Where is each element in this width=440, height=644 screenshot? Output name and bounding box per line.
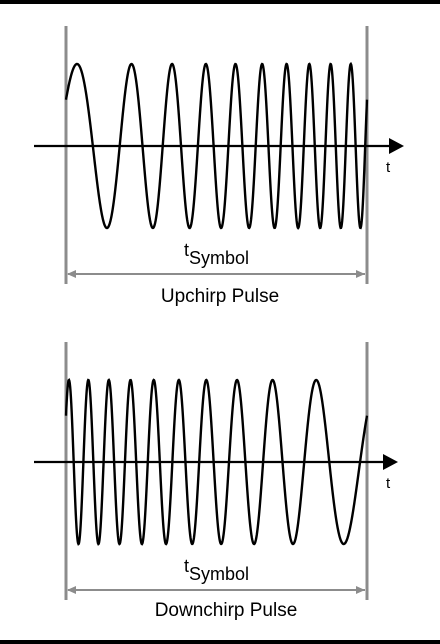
upchirp-duration-sub: Symbol <box>189 248 249 268</box>
downchirp-waveform <box>64 378 369 546</box>
downchirp-caption: Downchirp Pulse <box>155 600 298 621</box>
upchirp-waveform <box>64 61 369 230</box>
upchirp-duration-label: tSymbol <box>184 240 249 268</box>
upchirp-panel: t tSymbol Upchirp Pulse <box>34 26 404 307</box>
downchirp-panel: t tSymbol Downchirp Pulse <box>34 342 398 621</box>
downchirp-duration-base: t <box>184 556 189 576</box>
downchirp-duration-sub: Symbol <box>189 564 249 584</box>
downchirp-duration-label: tSymbol <box>184 556 249 584</box>
bottom-border <box>0 640 440 644</box>
upchirp-duration-base: t <box>184 240 189 260</box>
upchirp-axis-arrowhead <box>389 138 404 154</box>
top-border <box>0 0 440 4</box>
upchirp-caption: Upchirp Pulse <box>161 286 279 307</box>
upchirp-axis-label: t <box>386 159 391 176</box>
downchirp-axis-arrowhead <box>383 454 398 470</box>
downchirp-axis-label: t <box>386 475 391 492</box>
